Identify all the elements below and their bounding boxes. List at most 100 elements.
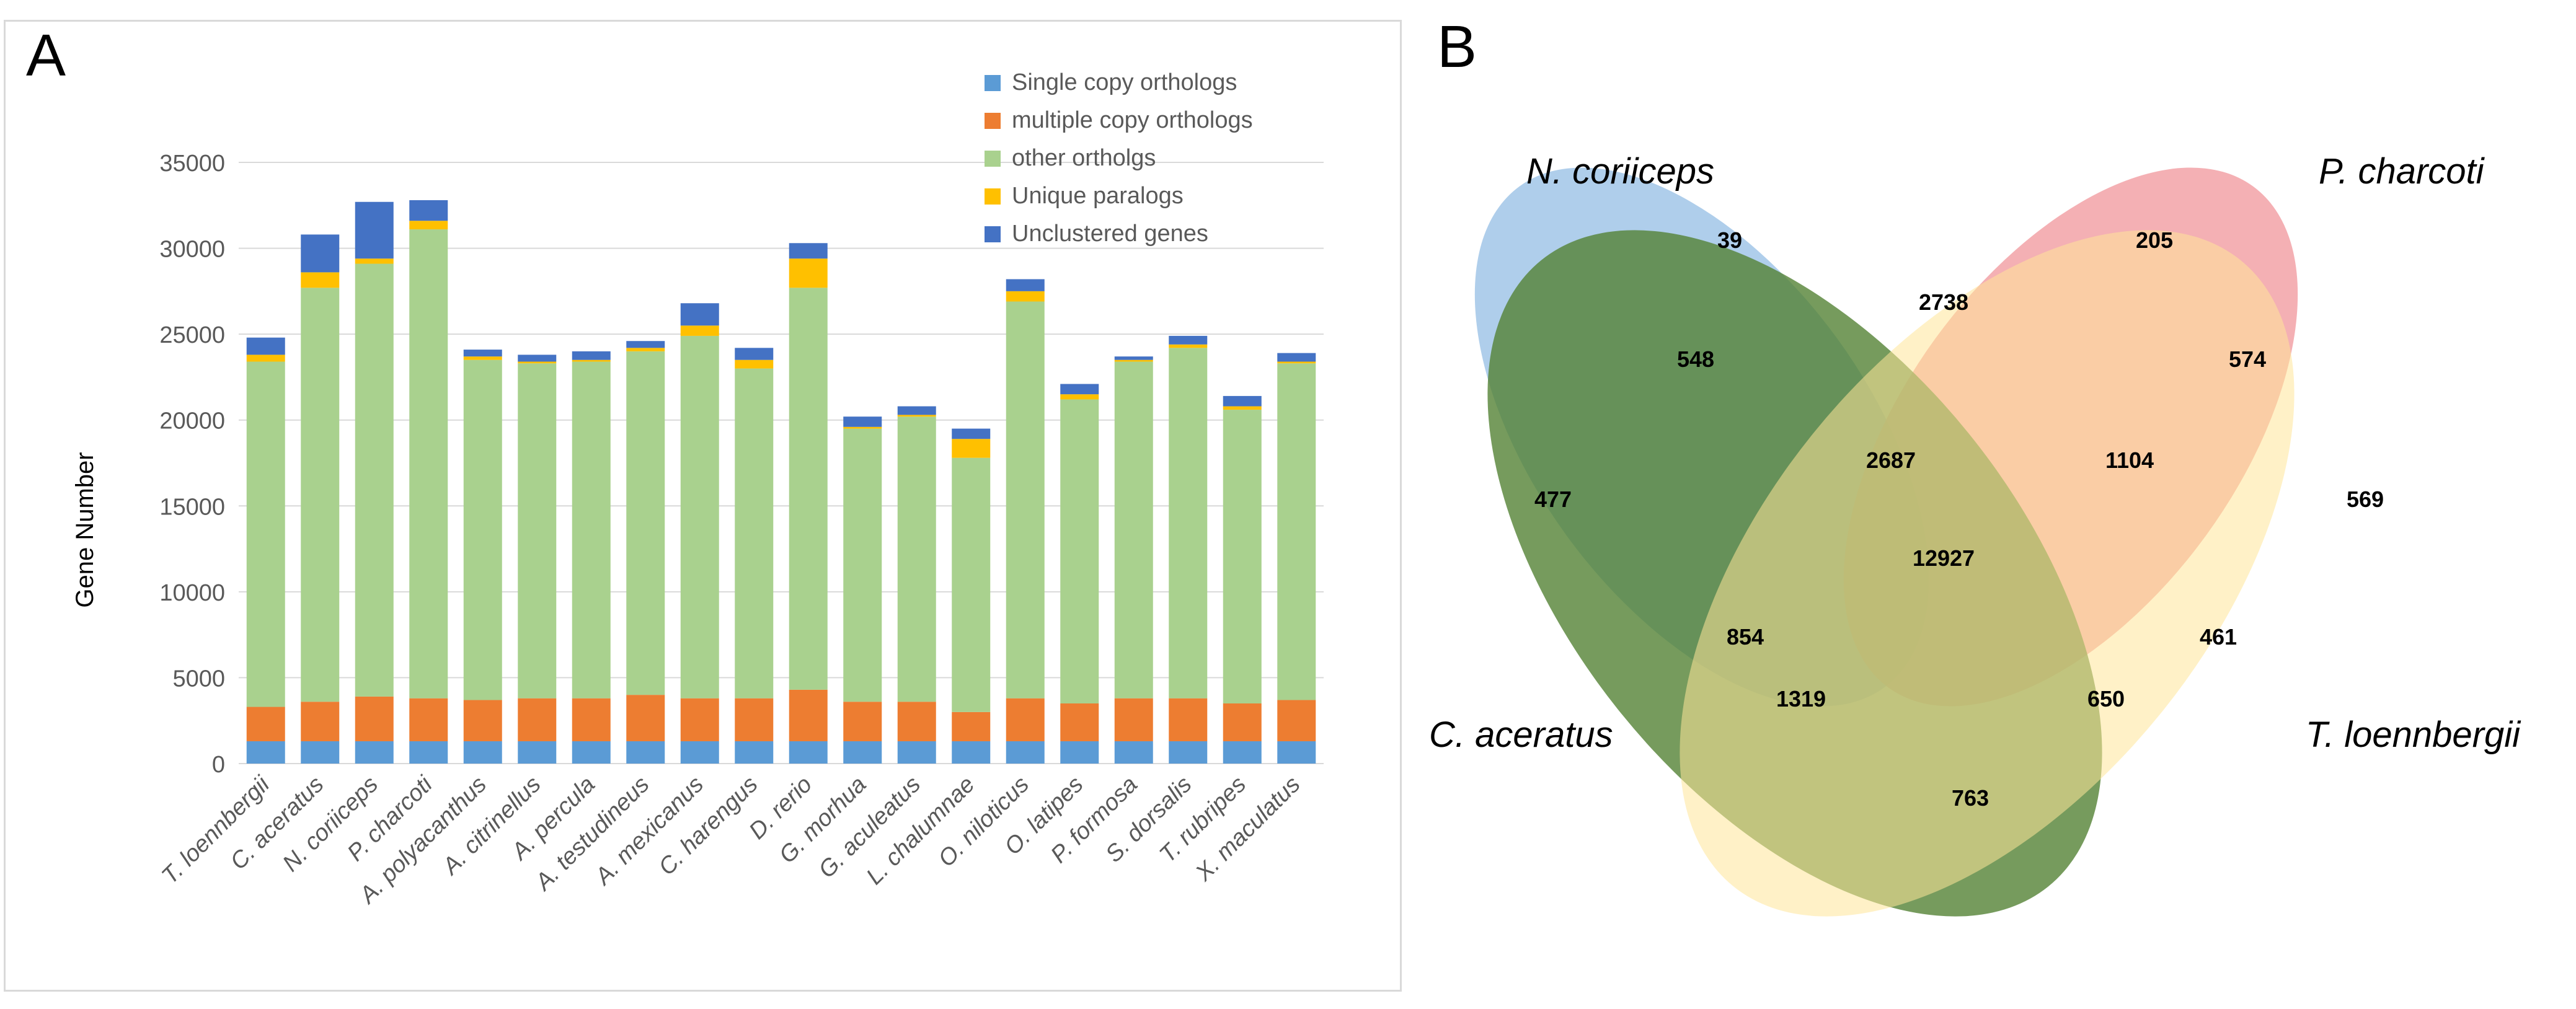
bar-segment — [1060, 394, 1099, 400]
legend-swatch — [985, 151, 1001, 167]
bar-segment — [1169, 335, 1208, 345]
bar-segment — [897, 415, 936, 417]
bar-segment — [735, 359, 774, 369]
y-tick-label: 25000 — [159, 322, 225, 348]
bar-segment — [1060, 741, 1099, 764]
bar-segment — [1169, 698, 1208, 741]
bar-segment — [518, 355, 557, 362]
bar-segment — [897, 741, 936, 764]
bar-segment — [735, 348, 774, 360]
venn-set-ellipse — [1680, 230, 2295, 917]
legend-label: Unclustered genes — [1012, 221, 1208, 247]
bar-segment — [789, 288, 828, 690]
bar-segment — [897, 416, 936, 702]
bar-segment — [1114, 356, 1153, 360]
legend-label: other ortholgs — [1012, 145, 1156, 171]
bar-segment — [1060, 703, 1099, 741]
bar-segment — [518, 361, 557, 364]
y-tick-label: 10000 — [159, 580, 225, 606]
venn-region-count: 569 — [2347, 487, 2384, 512]
bar-segment — [735, 698, 774, 741]
bar-segment — [1169, 344, 1208, 348]
bar-segment — [409, 698, 448, 741]
legend-swatch — [985, 75, 1001, 91]
venn-set-label: C. aceratus — [1429, 715, 1613, 755]
bar-segment — [463, 741, 502, 764]
bar-segment — [952, 741, 991, 764]
bar-segment — [572, 359, 611, 362]
y-axis-label: Gene Number — [71, 452, 99, 607]
legend-swatch — [985, 226, 1001, 242]
bar-segment — [246, 741, 285, 764]
venn-set-label: T. loennbergii — [2306, 715, 2521, 755]
venn-region-count: 854 — [1727, 624, 1764, 650]
panel-b-label: B — [1437, 14, 1477, 80]
venn-region-count: 574 — [2229, 346, 2266, 372]
bar-segment — [301, 288, 340, 702]
bar-segment — [301, 234, 340, 273]
bar-segment — [897, 702, 936, 741]
bar-segment — [246, 707, 285, 741]
bar-segment — [355, 258, 394, 264]
bar-segment — [409, 200, 448, 221]
venn-region-count: 12927 — [1913, 545, 1975, 571]
bar-segment — [1277, 353, 1316, 362]
y-tick-label: 5000 — [172, 666, 225, 692]
bar-segment — [355, 696, 394, 741]
bar-segment — [735, 368, 774, 698]
y-tick-label: 30000 — [159, 237, 225, 263]
bar-segment — [789, 741, 828, 764]
bar-segment — [843, 428, 882, 702]
venn-region-count: 205 — [2136, 227, 2173, 253]
bar-segment — [572, 741, 611, 764]
bar-segment — [1114, 361, 1153, 698]
bar-segment — [1223, 395, 1262, 407]
y-tick-label: 35000 — [159, 151, 225, 177]
venn-set-label: P. charcoti — [2319, 151, 2485, 192]
bar-segment — [355, 263, 394, 697]
y-tick-label: 15000 — [159, 494, 225, 520]
bar-segment — [246, 361, 285, 707]
bar-segment — [409, 741, 448, 764]
bar-segment — [1114, 741, 1153, 764]
bar-segment — [952, 457, 991, 712]
venn-diagram: N. coriiceps P. charcoti C. aceratus T. loe… — [1429, 151, 2521, 917]
bar-segment — [572, 351, 611, 360]
bar-segment — [789, 258, 828, 288]
bar-segment — [355, 201, 394, 259]
bar-segment — [1114, 698, 1153, 741]
bar-segment — [409, 229, 448, 698]
bar-segment — [680, 335, 719, 698]
panel-a-label: A — [26, 22, 66, 89]
bar-segment — [897, 406, 936, 415]
bar-segment — [843, 702, 882, 741]
venn-region-count: 548 — [1677, 346, 1714, 372]
venn-region-count: 1319 — [1776, 686, 1826, 712]
bar-segment — [680, 325, 719, 336]
bar-segment — [246, 355, 285, 362]
y-tick-label: 0 — [212, 752, 225, 778]
bar-segment — [789, 689, 828, 741]
bar-segment — [680, 698, 719, 741]
bar-segment — [1277, 700, 1316, 741]
bar-segment — [409, 221, 448, 230]
bar-segment — [626, 351, 665, 695]
legend-label: Single copy orthologs — [1012, 69, 1237, 95]
bar-segment — [952, 428, 991, 439]
bar-segment — [463, 356, 502, 360]
bar-segment — [843, 741, 882, 764]
bar-segment — [1277, 741, 1316, 764]
bar-segment — [952, 712, 991, 741]
bar-segment — [301, 702, 340, 741]
venn-region-count: 2687 — [1866, 447, 1916, 473]
bar-segment — [1006, 291, 1045, 302]
bar-segment — [463, 700, 502, 741]
bar-segment — [626, 348, 665, 351]
bar-segment — [1169, 741, 1208, 764]
venn-region-count: 477 — [1534, 487, 1572, 512]
bar-segment — [843, 416, 882, 427]
bar-segment — [301, 272, 340, 288]
bar-segment — [518, 363, 557, 698]
